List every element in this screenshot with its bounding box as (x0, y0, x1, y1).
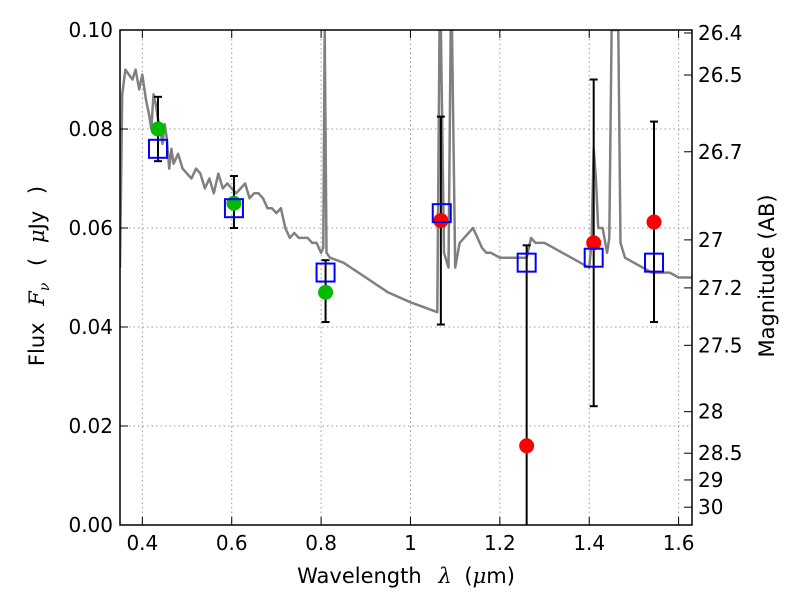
x-axis-title-unit-mu: μ (473, 564, 487, 588)
y2-tick-label: 27 (698, 228, 723, 252)
y-tick-label: 0.10 (68, 18, 113, 42)
points-layer (147, 121, 665, 454)
upper-limit-point (586, 235, 602, 251)
errorbar-layer (153, 78, 659, 525)
detection-point (226, 195, 242, 211)
y2-tick-label: 26.7 (698, 140, 743, 164)
y-axis-title-text: Flux (25, 322, 49, 366)
upper-limit-point (646, 214, 662, 230)
plot-frame (119, 29, 693, 526)
grid (120, 29, 692, 526)
detection-point (318, 284, 334, 300)
model-flux-point (583, 247, 604, 268)
y2-tick-label: 28.5 (698, 441, 743, 465)
y-axis-title-unit-rest: Jy (25, 211, 49, 232)
x-tick-label: 1.2 (484, 531, 516, 555)
model-flux-point (315, 262, 336, 283)
x-tick-label: 0.4 (126, 531, 158, 555)
y-axis-title-unit-mu: μ (25, 229, 49, 243)
upper-limit-point (519, 438, 535, 454)
y-axis-title-symbol: F (25, 290, 49, 307)
y2-tick-label: 27.5 (698, 333, 743, 357)
y-axis-title-unit-open: ( (25, 258, 49, 266)
model-flux-point (516, 252, 537, 273)
x-axis-title-symbol: λ (437, 564, 451, 588)
upper-limit-point (433, 213, 449, 229)
axes-frame (119, 29, 693, 526)
x-tick-label: 1 (404, 531, 417, 555)
x-tick-label: 1.4 (573, 531, 605, 555)
model-flux-point (431, 203, 452, 224)
y-tick-label: 0.04 (68, 315, 113, 339)
model-flux-point (223, 198, 244, 219)
model-sed-line (120, 30, 692, 314)
y-axis-title: Flux Fν ( μJy ) (25, 186, 54, 366)
detection-point (150, 121, 166, 137)
y-tick-label: 0.02 (68, 414, 113, 438)
tick-labels: 0.4 0.6 0.8 1 1.2 1.4 1.6 0.00 0.02 0.04 0.06 0.08 0… (68, 18, 742, 555)
y2-tick-label: 28 (698, 400, 723, 424)
x-axis-title-unit-open: ( (464, 564, 472, 588)
y-axis-title-unit-close: ) (25, 186, 49, 194)
x-tick-label: 0.6 (216, 531, 248, 555)
y2-tick-label: 30 (698, 495, 723, 519)
y2-tick-label: 29 (698, 468, 723, 492)
y2-tick-label: 26.5 (698, 63, 743, 87)
y-tick-label: 0.08 (68, 117, 113, 141)
y-tick-label: 0.00 (68, 513, 113, 537)
x-tick-label: 1.6 (663, 531, 695, 555)
x-axis-title: Wavelength λ (μm) (297, 564, 515, 588)
y2-axis-title: Magnitude (AB) (755, 194, 779, 357)
y-tick-label: 0.06 (68, 216, 113, 240)
model-flux-point (147, 138, 168, 159)
y-axis-title-subscript: ν (37, 282, 53, 291)
x-tick-label: 0.8 (305, 531, 337, 555)
model-flux-point (644, 252, 665, 273)
y2-tick-label: 26.4 (698, 21, 743, 45)
y2-tick-label: 27.2 (698, 276, 743, 300)
x-axis-title-unit-rest: m) (486, 564, 515, 588)
x-axis-title-text: Wavelength (297, 564, 422, 588)
model-sed-layer (120, 30, 692, 314)
